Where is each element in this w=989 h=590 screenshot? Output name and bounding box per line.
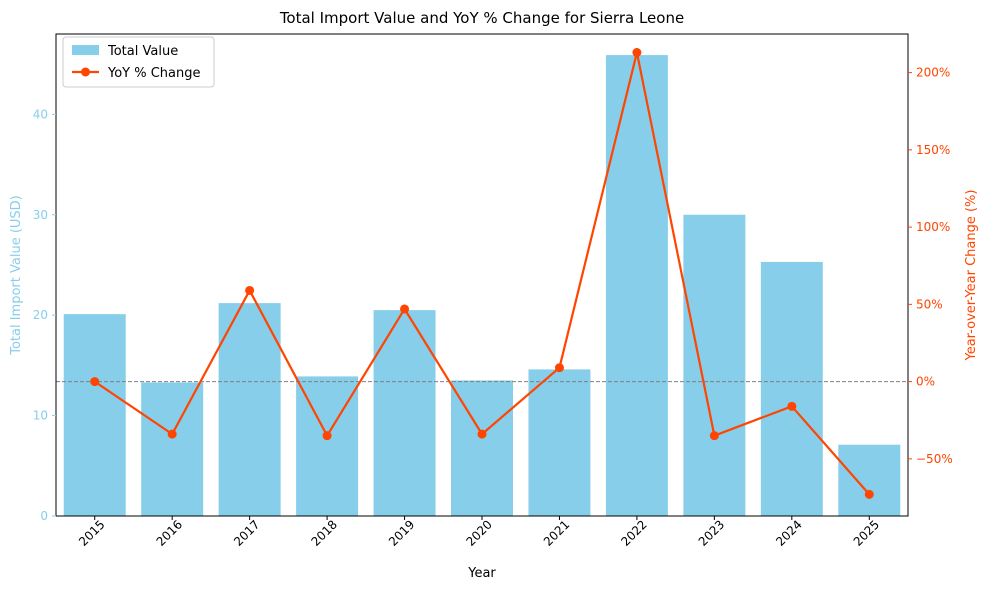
yoy-point-2017	[245, 285, 255, 295]
bar-2023	[683, 214, 746, 516]
legend-bar-label: Total Value	[107, 44, 178, 59]
yoy-point-2020	[477, 429, 487, 439]
y-axis-label-right: Year-over-Year Change (%)	[964, 190, 979, 362]
x-axis-label: Year	[467, 566, 496, 581]
x-tick-label-2022: 2022	[618, 517, 649, 548]
legend-bar-swatch	[72, 45, 99, 55]
y-right-tick-label: 100%	[916, 220, 950, 234]
bar-2020	[451, 380, 513, 516]
x-tick-label-2015: 2015	[76, 517, 107, 548]
plot-area: 2015 2016 2017 2018 2019 2020 2021 2022 2023 2024…	[33, 33, 953, 549]
yoy-point-2021	[554, 363, 564, 373]
y-left-tick-label: 20	[33, 308, 48, 322]
x-tick-label-2024: 2024	[773, 517, 804, 548]
yoy-point-2023	[709, 431, 719, 441]
y-axis-label-left: Total Import Value (USD)	[9, 195, 24, 356]
y-right-tick-label: −50%	[916, 452, 953, 466]
y-right-tick-label: 50%	[916, 297, 943, 311]
bar-2018	[296, 376, 359, 516]
bar-2015	[63, 314, 126, 516]
bar-2025	[838, 444, 901, 516]
y-left-tick-label: 40	[33, 107, 48, 121]
y-right-tick-label: 0%	[916, 375, 935, 389]
bar-2024	[760, 261, 823, 516]
yoy-point-2025	[864, 489, 874, 499]
x-tick-label-2018: 2018	[309, 517, 340, 548]
bar-2021	[528, 369, 591, 516]
x-tick-label-2023: 2023	[696, 517, 727, 548]
bar-2017	[218, 303, 281, 516]
legend-box	[62, 36, 215, 88]
x-tick-label-2025: 2025	[851, 517, 882, 548]
bar-2022	[605, 55, 668, 517]
x-tick-label-2020: 2020	[463, 517, 494, 548]
yoy-point-2018	[322, 431, 332, 441]
yoy-point-2022	[632, 48, 642, 58]
yoy-point-2016	[167, 429, 177, 439]
bar-2019	[373, 310, 436, 516]
legend-line-label: YoY % Change	[107, 66, 201, 81]
yoy-point-2019	[400, 304, 410, 314]
y-right-tick-label: 200%	[916, 66, 950, 80]
legend-line-marker	[81, 67, 90, 77]
legend: Total Value YoY % Change	[62, 36, 215, 88]
x-tick-label-2019: 2019	[386, 517, 417, 548]
yoy-point-2024	[787, 401, 797, 411]
y-left-tick-label: 30	[33, 208, 48, 222]
x-tick-label-2017: 2017	[231, 517, 262, 548]
x-tick-label-2016: 2016	[154, 517, 185, 548]
x-tick-label-2021: 2021	[541, 517, 572, 548]
yoy-point-2015	[90, 377, 100, 387]
y-right-tick-label: 150%	[916, 143, 950, 157]
bar-2016	[141, 382, 204, 516]
chart-title: Total Import Value and YoY % Change for …	[279, 9, 684, 27]
y-left-tick-label: 0	[40, 509, 48, 523]
y-left-tick-label: 10	[33, 409, 48, 423]
